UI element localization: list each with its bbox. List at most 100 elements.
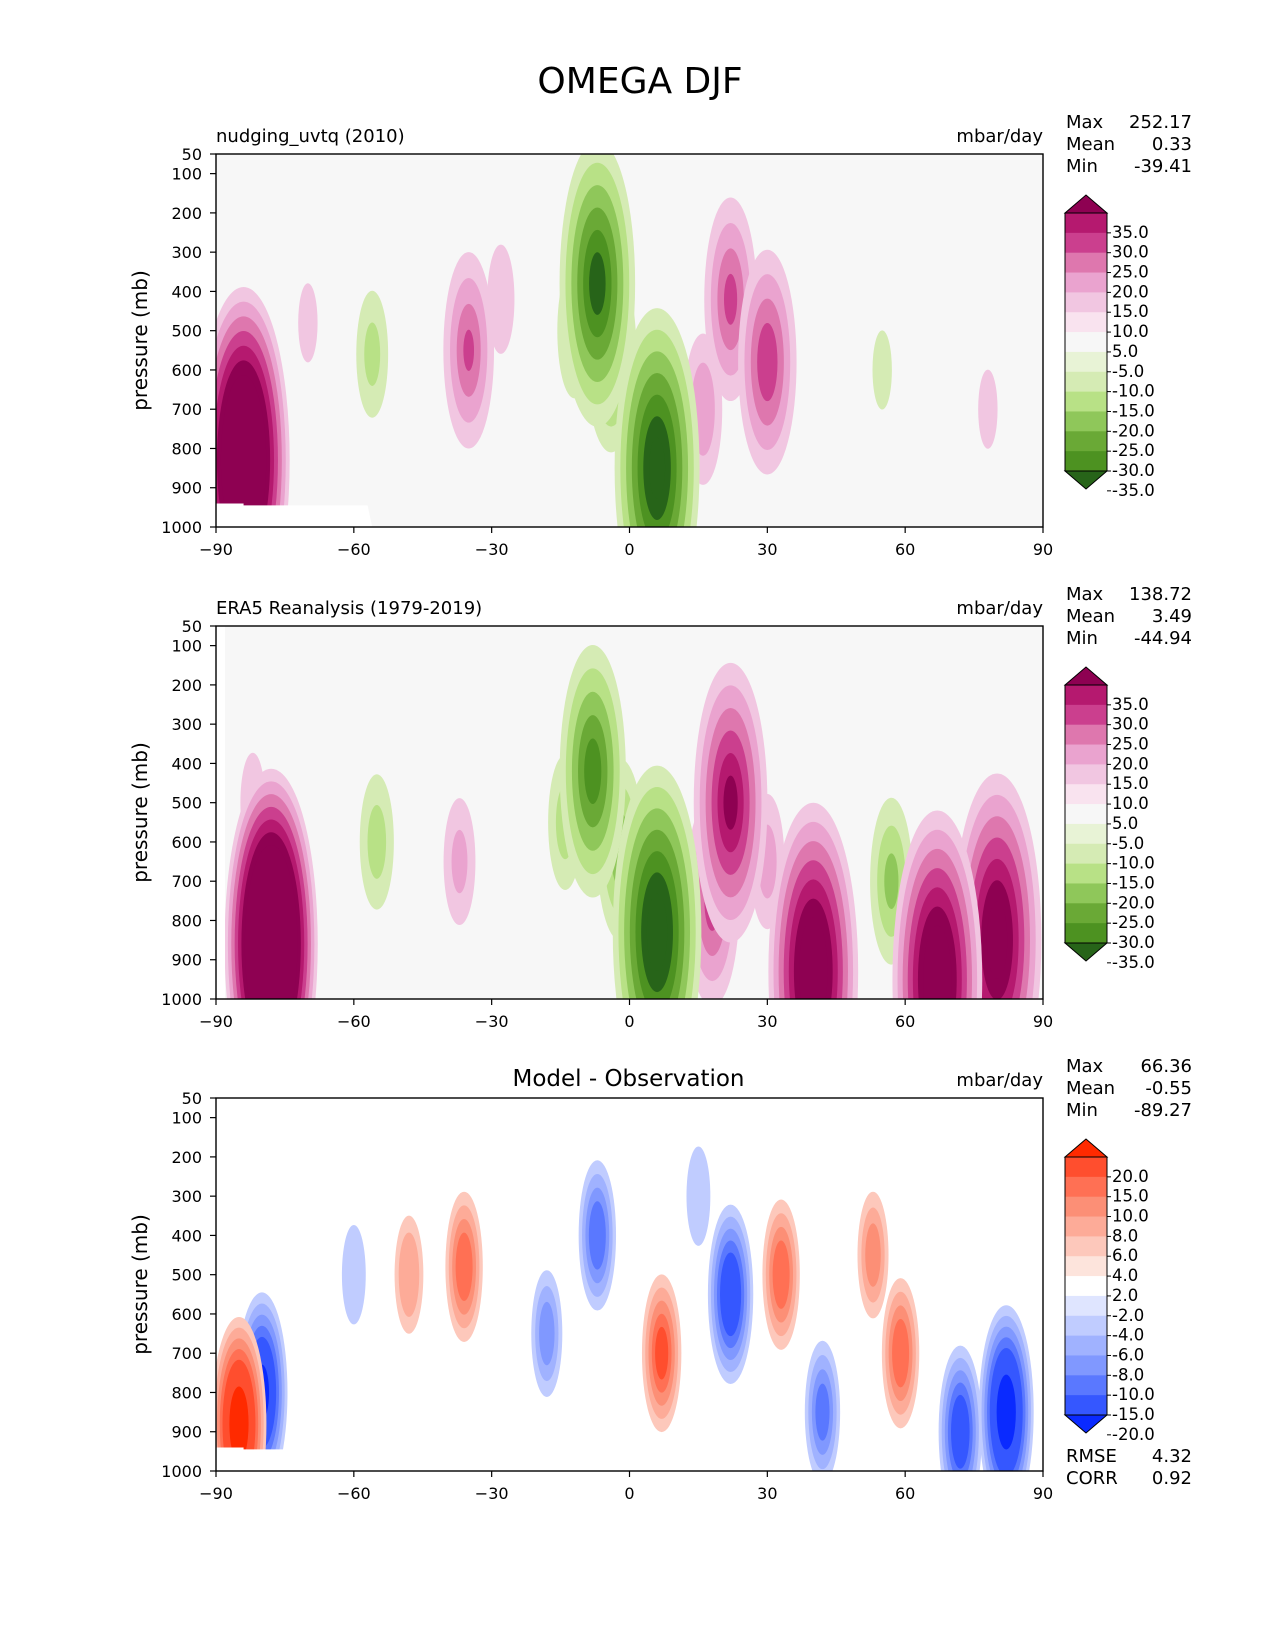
y-tick-label: 100 — [171, 165, 202, 184]
x-tick-label: 90 — [1033, 540, 1053, 559]
colorbar-swatch — [1065, 213, 1107, 234]
y-tick-label: 300 — [171, 1187, 202, 1206]
panel-title: Model - Observation — [512, 1066, 744, 1092]
colorbar-swatch — [1065, 863, 1107, 884]
contour-level — [923, 925, 952, 999]
colorbar-label: 15.0 — [1112, 302, 1149, 321]
x-tick-label: −90 — [199, 540, 233, 559]
colorbar-label: -5.0 — [1112, 834, 1144, 853]
colorbar-swatch — [1065, 411, 1107, 432]
contour-feature — [559, 645, 626, 898]
panel-title: nudging_uvtq (2010) — [216, 126, 405, 147]
x-tick-label: 30 — [757, 1012, 777, 1031]
colorbar-swatch — [1065, 704, 1107, 726]
colorbar-swatch — [1065, 1256, 1107, 1277]
colorbar-label: 20.0 — [1112, 1167, 1149, 1186]
colorbar-label: 4.0 — [1112, 1266, 1138, 1285]
stat-label: RMSE — [1066, 1446, 1117, 1467]
y-axis-label: pressure (mb) — [128, 270, 152, 411]
colorbar-label: 10.0 — [1112, 1207, 1149, 1226]
units-label: mbar/day — [956, 598, 1043, 619]
colorbar-extend-bottom — [1063, 1414, 1109, 1434]
contour-level — [487, 244, 515, 354]
x-tick-label: −60 — [337, 1012, 371, 1031]
y-tick-label: 50 — [182, 145, 202, 164]
colorbar-swatch — [1065, 1375, 1107, 1396]
stat-label: Max — [1066, 112, 1104, 133]
contour-level — [872, 330, 892, 410]
contour-feature — [881, 1278, 920, 1429]
contour-feature — [443, 252, 495, 449]
x-tick-label: 60 — [895, 540, 915, 559]
x-tick-label: −60 — [337, 1484, 371, 1503]
contour-feature — [738, 249, 797, 475]
colorbar-swatch — [1065, 764, 1107, 785]
y-tick-label: 100 — [171, 637, 202, 656]
stat-value: -44.94 — [1134, 628, 1192, 649]
contour-feature — [341, 1224, 366, 1325]
stat-label: CORR — [1066, 1468, 1118, 1489]
contour-level — [978, 369, 998, 449]
contour-feature — [707, 1204, 754, 1384]
stat-value: 138.72 — [1129, 584, 1192, 605]
y-tick-label: 900 — [171, 951, 202, 970]
colorbar-label: 15.0 — [1112, 774, 1149, 793]
colorbar-label: -10.0 — [1112, 1385, 1155, 1404]
y-tick-label: 400 — [171, 1226, 202, 1245]
y-tick-label: 800 — [171, 439, 202, 458]
colorbar-swatch — [1065, 1216, 1107, 1237]
topography-mask — [216, 626, 225, 999]
colorbar-label: -4.0 — [1112, 1326, 1144, 1345]
colorbar-label: -20.0 — [1112, 421, 1155, 440]
contour-level — [364, 322, 381, 386]
colorbar-swatch — [1065, 312, 1107, 333]
contour-level — [451, 829, 468, 894]
colorbar-label: 5.0 — [1112, 814, 1138, 833]
contour-feature — [978, 1305, 1034, 1471]
contour-level — [298, 283, 318, 363]
contour-field — [216, 154, 998, 527]
colorbar-swatch — [1065, 252, 1107, 274]
x-tick-label: −30 — [475, 1012, 509, 1031]
x-tick-label: 30 — [757, 540, 777, 559]
colorbar-label: 6.0 — [1112, 1246, 1138, 1265]
y-tick-label: 1000 — [161, 1462, 202, 1481]
contour-level — [463, 329, 475, 371]
stat-value: -0.55 — [1145, 1078, 1192, 1099]
colorbar-label: -25.0 — [1112, 441, 1155, 460]
colorbar-swatch — [1065, 1355, 1107, 1376]
colorbar-swatch — [1065, 1276, 1107, 1297]
contour-level — [798, 917, 828, 999]
x-tick-label: −90 — [199, 1484, 233, 1503]
contour-feature — [762, 1199, 800, 1350]
stat-label: Min — [1066, 156, 1098, 177]
stat-label: Max — [1066, 1056, 1104, 1077]
contour-field — [216, 626, 1042, 999]
contour-feature — [614, 308, 700, 527]
x-tick-label: −90 — [199, 1012, 233, 1031]
colorbar-label: -2.0 — [1112, 1306, 1144, 1325]
colorbar-swatch — [1065, 744, 1107, 765]
colorbar-swatch — [1065, 804, 1107, 825]
colorbar-label: -5.0 — [1112, 362, 1144, 381]
y-tick-label: 1000 — [161, 518, 202, 537]
y-tick-label: 900 — [171, 1423, 202, 1442]
colorbar-swatch — [1065, 1295, 1107, 1317]
contour-level — [719, 1252, 742, 1337]
colorbar-label: -6.0 — [1112, 1345, 1144, 1364]
colorbar-label: 30.0 — [1112, 243, 1149, 262]
colorbar-label: 10.0 — [1112, 794, 1149, 813]
units-label: mbar/day — [956, 1070, 1043, 1091]
x-tick-label: 0 — [624, 1484, 634, 1503]
y-tick-label: 600 — [171, 833, 202, 852]
colorbar-label: -35.0 — [1112, 953, 1155, 972]
colorbar-swatch — [1065, 1236, 1107, 1257]
colorbar-swatch — [1065, 724, 1107, 746]
x-tick-label: 90 — [1033, 1012, 1053, 1031]
contour-level — [723, 273, 738, 325]
colorbar-swatch — [1065, 1395, 1107, 1416]
colorbar-label: 15.0 — [1112, 1187, 1149, 1206]
